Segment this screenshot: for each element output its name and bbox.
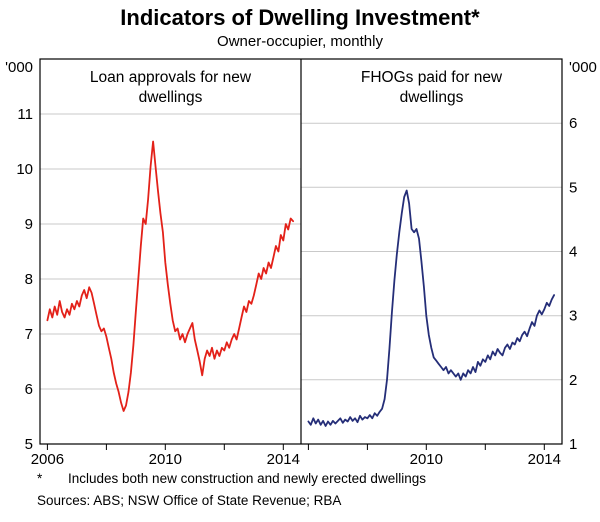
y-axis-label-left: 8 <box>25 271 33 288</box>
panel-title: Loan approvals for new <box>90 69 252 86</box>
footnote: * Includes both new construction and new… <box>0 467 600 487</box>
y-axis-label-right: 1 <box>569 436 577 453</box>
y-axis-unit-left: '000 <box>5 59 33 76</box>
y-axis-label-left: 10 <box>16 161 33 178</box>
chart-title: Indicators of Dwelling Investment* <box>120 5 480 30</box>
y-axis-label-left: 11 <box>17 106 33 123</box>
x-axis-label: 2014 <box>267 451 300 467</box>
y-axis-label-right: 2 <box>569 372 577 389</box>
footnote-text: Includes both new construction and newly… <box>68 471 426 486</box>
x-axis-label: 2010 <box>149 451 182 467</box>
chart-subtitle: Owner-occupier, monthly <box>217 33 383 50</box>
y-axis-label-left: 6 <box>25 381 33 398</box>
loan-approvals-series <box>46 140 295 412</box>
dual-panel-line-chart: 2006 2010 2014 5 6 7 8 9 10 11 Loan approvals for … <box>5 58 597 468</box>
chart: 2006 2010 2014 5 6 7 8 9 10 11 Loan approvals for … <box>0 51 600 468</box>
panel-title: FHOGs paid for new <box>361 69 503 86</box>
y-axis-label-right: 6 <box>569 115 577 132</box>
x-axis-label: 2014 <box>528 451 561 467</box>
y-axis-label-right: 3 <box>569 308 577 325</box>
footnote-symbol: * <box>37 471 43 486</box>
panel-title: dwellings <box>400 89 464 106</box>
y-axis-label-left: 5 <box>25 436 33 453</box>
y-axis-label-left: 7 <box>25 326 33 343</box>
panel-title: dwellings <box>139 89 203 106</box>
y-axis-label-right: 4 <box>569 244 577 261</box>
fhogs-paid-series <box>307 189 555 427</box>
sources-line: Sources: ABS; NSW Office of State Revenu… <box>37 493 342 508</box>
y-axis-label-left: 9 <box>25 216 33 233</box>
x-axis-label: 2010 <box>410 451 443 467</box>
y-axis-label-right: 5 <box>569 179 577 196</box>
x-axis-label: 2006 <box>31 451 64 467</box>
y-axis-unit-right: '000 <box>569 59 597 76</box>
